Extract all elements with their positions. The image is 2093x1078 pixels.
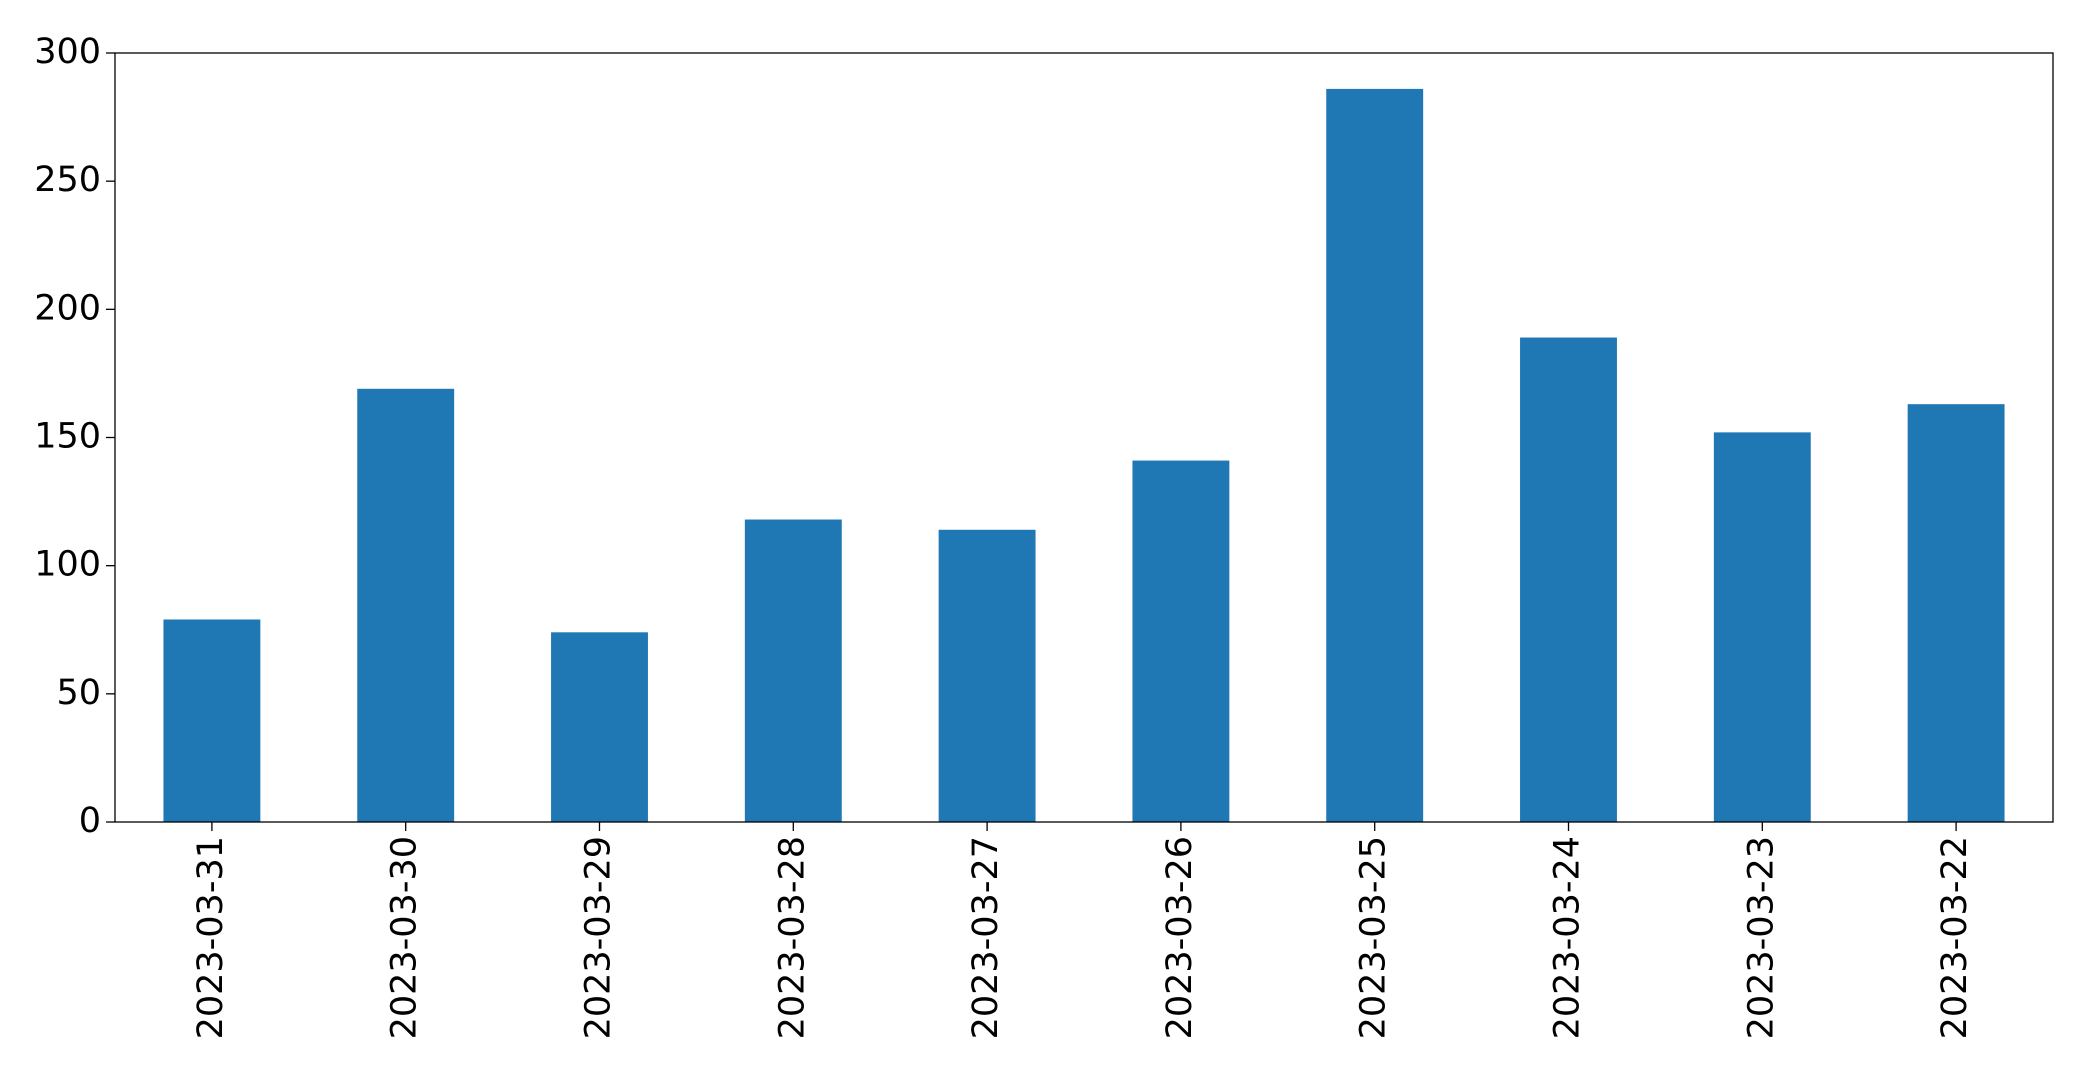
y-tick-label: 0	[79, 801, 101, 841]
y-tick-label: 50	[56, 673, 101, 713]
x-tick-label: 2023-03-25	[1354, 836, 1394, 1039]
plot-frame	[114, 52, 2054, 823]
bar	[163, 619, 261, 822]
x-tick-label: 2023-03-28	[772, 836, 812, 1039]
x-tick-label: 2023-03-22	[1935, 836, 1975, 1039]
y-tick-label: 250	[34, 160, 101, 200]
bar	[551, 632, 648, 822]
bar	[1132, 460, 1230, 822]
bar	[1713, 432, 1811, 822]
x-tick-label: 2023-03-29	[579, 836, 619, 1039]
bar	[357, 388, 455, 822]
bar	[1326, 88, 1424, 823]
bar	[744, 519, 842, 822]
bar	[1907, 404, 2005, 822]
y-tick-label: 150	[34, 417, 101, 457]
y-tick-label: 300	[34, 32, 101, 72]
y-tick-label: 100	[34, 545, 101, 585]
x-tick-label: 2023-03-31	[191, 836, 231, 1039]
x-tick-label: 2023-03-27	[966, 836, 1006, 1039]
x-tick-label: 2023-03-24	[1548, 836, 1588, 1039]
x-tick-label: 2023-03-26	[1160, 836, 1200, 1039]
x-tick-label: 2023-03-30	[385, 836, 425, 1039]
bar	[938, 529, 1036, 822]
bar	[1520, 337, 1617, 822]
x-tick-label: 2023-03-23	[1741, 836, 1781, 1039]
y-tick-label: 200	[34, 288, 101, 328]
